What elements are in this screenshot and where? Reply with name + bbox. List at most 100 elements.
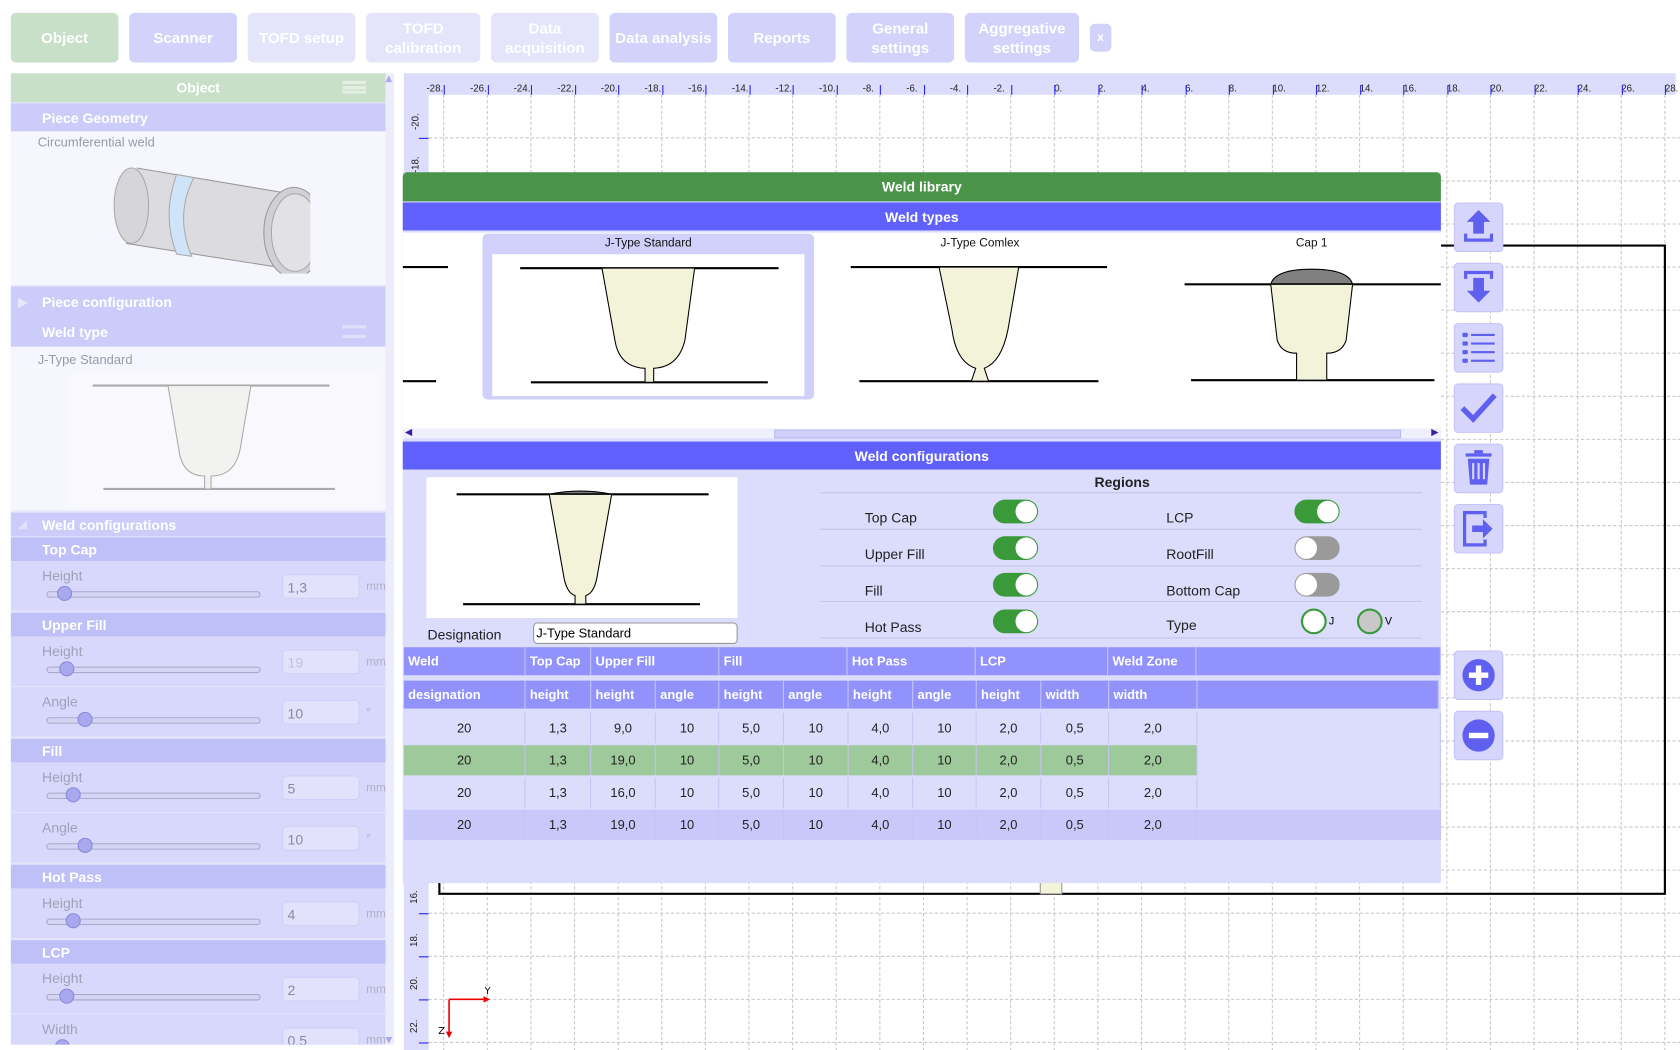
piece-geometry-body: Circumferential weld — [10, 131, 386, 286]
slider-thumb[interactable] — [77, 837, 93, 853]
weld-configurations-header[interactable]: ◢ Weld configurations — [10, 512, 386, 537]
table-cell: 5,0 — [719, 777, 784, 808]
column-header[interactable]: height — [719, 680, 784, 709]
scrollbar-thumb[interactable] — [774, 429, 1402, 439]
param-unit: mm — [366, 655, 386, 669]
weld-type-card-partial[interactable] — [402, 233, 450, 429]
table-row[interactable]: 20 1,3 16,0 10 5,0 10 4,0 10 2,0 0,5 2,0 — [403, 777, 1441, 808]
param-input[interactable]: 2 — [282, 976, 360, 1002]
column-header[interactable]: angle — [913, 680, 977, 709]
column-header[interactable]: width — [1109, 680, 1198, 709]
region-toggle[interactable] — [992, 609, 1039, 634]
piece-configuration-header[interactable]: ▶ Piece configuration — [10, 286, 386, 317]
param-input[interactable]: 1,3 — [282, 573, 360, 599]
tab-scanner[interactable]: Scanner — [129, 12, 237, 63]
list-button[interactable] — [1453, 323, 1504, 373]
check-button[interactable] — [1453, 383, 1504, 433]
ruler-tick-label: -2. — [993, 82, 1005, 94]
slider-thumb[interactable] — [59, 988, 75, 1004]
weld-type-card-selected[interactable]: J-Type Standard — [482, 233, 815, 400]
param-input[interactable]: 4 — [282, 901, 360, 927]
column-header[interactable]: height — [976, 680, 1042, 709]
j-type-complex-shape[interactable] — [823, 254, 1137, 396]
param-input[interactable]: 10 — [282, 825, 360, 851]
param-input[interactable]: 10 — [282, 699, 360, 725]
tab-x[interactable]: x — [1089, 23, 1112, 52]
table-cell: 1,3 — [525, 777, 592, 808]
region-toggle[interactable] — [1294, 572, 1340, 597]
region-toggle[interactable] — [992, 572, 1039, 597]
dialog-title-bar: Weld library — [402, 172, 1441, 202]
region-toggle[interactable] — [1294, 499, 1340, 524]
table-row[interactable]: 20 1,3 19,0 10 5,0 10 4,0 10 2,0 0,5 2,0 — [403, 745, 1441, 776]
region-toggle[interactable] — [992, 499, 1039, 524]
slider-thumb[interactable] — [57, 585, 73, 601]
column-header[interactable]: designation — [403, 680, 526, 709]
weld-types-bar: Weld types — [402, 202, 1441, 231]
column-group-header: Fill — [719, 647, 848, 676]
param-slider[interactable] — [46, 913, 261, 929]
cap-1-shape[interactable] — [1178, 254, 1441, 396]
tab-general-settings[interactable]: General settings — [846, 12, 955, 63]
column-header[interactable]: height — [525, 680, 592, 709]
column-header[interactable]: height — [591, 680, 656, 709]
slider-thumb[interactable] — [65, 787, 81, 803]
upload-button[interactable] — [1453, 202, 1504, 252]
weld-type-name[interactable]: Cap 1 — [1295, 236, 1328, 250]
param-slider[interactable] — [46, 988, 261, 1004]
tab-aggregative-settings[interactable]: Aggregative settings — [964, 12, 1080, 63]
param-unit: mm — [366, 907, 386, 921]
ruler-tick — [1010, 85, 1012, 95]
minus-circle-button[interactable] — [1453, 710, 1504, 761]
download-button[interactable] — [1453, 262, 1504, 313]
param-input[interactable]: 19 — [282, 649, 360, 675]
slider-thumb[interactable] — [59, 661, 75, 677]
tab-data-acquisition[interactable]: Data acquisition — [491, 12, 599, 63]
param-slider[interactable] — [46, 661, 261, 677]
piece-geometry-header[interactable]: Piece Geometry — [10, 103, 386, 132]
tab-object[interactable]: Object — [10, 12, 119, 63]
trash-button[interactable] — [1453, 443, 1504, 494]
param-slider[interactable] — [46, 837, 261, 853]
plus-circle-button[interactable] — [1453, 650, 1504, 700]
tab-tofd-calibration[interactable]: TOFD calibration — [366, 12, 481, 63]
tab-reports[interactable]: Reports — [727, 12, 836, 63]
type-radio[interactable] — [1300, 608, 1327, 635]
object-panel-header: Object — [10, 73, 386, 103]
menu-icon[interactable] — [342, 325, 367, 339]
column-header[interactable]: angle — [655, 680, 720, 709]
param-row: Angle 10 ° — [10, 687, 386, 738]
table-cell: 1,3 — [525, 809, 592, 840]
weld-type-name[interactable]: J-Type Comlex — [940, 236, 1020, 250]
slider-thumb[interactable] — [55, 1039, 71, 1045]
tab-tofd-setup[interactable]: TOFD setup — [247, 12, 356, 63]
ruler-tick-label: -6. — [906, 82, 918, 94]
slider-thumb[interactable] — [77, 711, 93, 727]
table-row[interactable]: 20 1,3 19,0 10 5,0 10 4,0 10 2,0 0,5 2,0 — [403, 809, 1441, 840]
weld-configurations-table: Weld Top Cap Upper Fill Fill Hot Pass LCP Weld… — [403, 647, 1441, 840]
ruler-tick-label: 0. — [1054, 82, 1063, 94]
type-radio[interactable] — [1356, 608, 1383, 635]
ruler-tick — [418, 137, 429, 139]
table-cell: 10 — [783, 777, 849, 808]
column-header[interactable]: width — [1041, 680, 1110, 709]
column-header[interactable]: height — [848, 680, 914, 709]
slider-thumb[interactable] — [65, 913, 81, 929]
param-label: Height — [41, 970, 83, 987]
gallery-scrollbar[interactable]: ◀ ▶ — [402, 426, 1441, 439]
designation-input[interactable] — [533, 622, 738, 644]
menu-icon[interactable] — [342, 80, 367, 94]
param-input[interactable]: 0,5 — [282, 1027, 360, 1045]
column-header[interactable]: angle — [783, 680, 849, 709]
region-toggle[interactable] — [992, 536, 1039, 560]
table-row[interactable]: 20 1,3 9,0 10 5,0 10 4,0 10 2,0 0,5 2,0 — [403, 712, 1441, 744]
param-slider[interactable] — [46, 787, 261, 803]
param-slider[interactable] — [46, 711, 261, 727]
weld-type-header[interactable]: Weld type — [10, 316, 386, 347]
left-panel-scrollbar[interactable]: ▲ ▼ — [385, 73, 395, 1045]
param-slider[interactable] — [46, 585, 261, 601]
export-button[interactable] — [1453, 503, 1504, 554]
region-toggle[interactable] — [1294, 536, 1340, 560]
tab-data-analysis[interactable]: Data analysis — [609, 12, 718, 63]
param-input[interactable]: 5 — [282, 775, 360, 801]
